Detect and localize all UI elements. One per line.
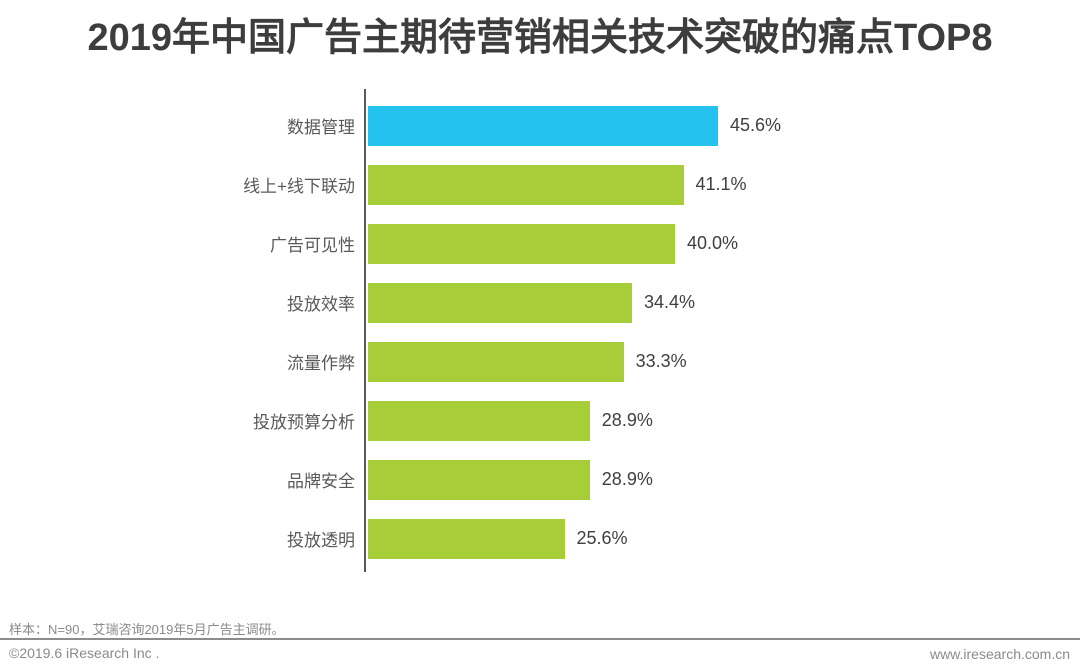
value-label: 45.6% [730,115,782,135]
category-label: 数据管理 [287,118,355,137]
category-label: 流量作弊 [287,354,355,373]
value-label: 34.4% [644,292,696,312]
category-label: 投放透明 [287,531,355,550]
bar [368,164,684,205]
bar-chart: 数据管理 45.6% 线上+线下联动 41.1% 广告可见性 40.0% 投放效… [0,89,1080,572]
y-axis-line [364,89,366,572]
value-label: 25.6% [576,528,628,548]
category-label: 广告可见性 [270,236,355,255]
category-label: 线上+线下联动 [243,177,355,196]
bar [368,459,590,500]
value-label: 41.1% [695,174,747,194]
category-label: 投放效率 [287,295,355,314]
value-label: 28.9% [601,410,653,430]
bar [368,400,590,441]
value-label: 40.0% [687,233,739,253]
bar-track: 41.1% [368,164,1080,205]
bar-track: 25.6% [368,518,1080,559]
chart-row: 投放透明 25.6% [0,509,1080,568]
bar [368,341,624,382]
value-label: 28.9% [601,469,653,489]
chart-row: 数据管理 45.6% [0,96,1080,155]
chart-row: 流量作弊 33.3% [0,332,1080,391]
bar [368,282,632,323]
bar-track: 40.0% [368,223,1080,264]
chart-row: 品牌安全 28.9% [0,450,1080,509]
category-label: 投放预算分析 [253,413,355,432]
bar [368,223,675,264]
category-label: 品牌安全 [287,472,355,491]
website-text: www.iresearch.com.cn [929,646,1070,662]
copyright-text: ©2019.6 iResearch Inc . [9,645,160,661]
bar [368,518,565,559]
chart-row: 投放效率 34.4% [0,273,1080,332]
value-label: 33.3% [635,351,687,371]
chart-row: 线上+线下联动 41.1% [0,155,1080,214]
bar-track: 28.9% [368,400,1080,441]
footer-divider [0,638,1080,640]
chart-row: 广告可见性 40.0% [0,214,1080,273]
bar-track: 45.6% [368,105,1080,146]
bar-track: 28.9% [368,459,1080,500]
bar-track: 33.3% [368,341,1080,382]
bar-track: 34.4% [368,282,1080,323]
bar-rows: 数据管理 45.6% 线上+线下联动 41.1% 广告可见性 40.0% 投放效… [0,96,1080,568]
bar [368,105,718,146]
chart-row: 投放预算分析 28.9% [0,391,1080,450]
page-title: 2019年中国广告主期待营销相关技术突破的痛点TOP8 [87,17,993,59]
footer-sample-note: 样本：N=90，艾瑞咨询2019年5月广告主调研。 [9,622,285,637]
